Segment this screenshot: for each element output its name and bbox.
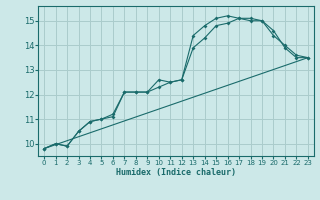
X-axis label: Humidex (Indice chaleur): Humidex (Indice chaleur) (116, 168, 236, 177)
